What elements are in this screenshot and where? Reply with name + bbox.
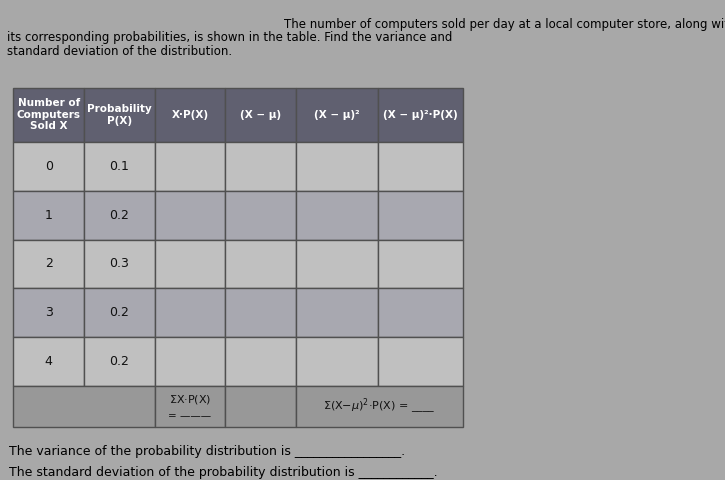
Text: (X − μ): (X − μ) [240,110,281,120]
Bar [296,288,378,337]
Bar [296,337,378,386]
Text: 2: 2 [45,257,53,271]
Text: $\Sigma$X·P(X): $\Sigma$X·P(X) [169,393,211,406]
Text: 0: 0 [45,160,53,173]
Bar [154,191,225,240]
Text: X·P(X): X·P(X) [171,110,209,120]
Bar [225,288,296,337]
Text: Probability
P(X): Probability P(X) [87,104,152,126]
Bar [13,386,154,427]
Bar [13,337,84,386]
Bar [154,288,225,337]
Bar [13,288,84,337]
Bar [13,191,84,240]
Bar [378,142,463,191]
Text: 3: 3 [45,306,53,319]
Text: 4: 4 [45,355,53,368]
Text: = ———: = ——— [168,411,212,421]
Bar [154,240,225,288]
Bar [296,88,378,142]
Text: The variance of the probability distribution is _________________.: The variance of the probability distribu… [9,445,405,458]
Bar [378,191,463,240]
Bar [84,288,154,337]
Bar [13,88,84,142]
Bar [84,191,154,240]
Text: 0.1: 0.1 [109,160,129,173]
Text: Number of
Computers
Sold X: Number of Computers Sold X [17,98,80,132]
Text: $\Sigma$(X$-\mu$)$^2$·P(X) = ____: $\Sigma$(X$-\mu$)$^2$·P(X) = ____ [323,397,436,417]
Text: 0.3: 0.3 [109,257,129,271]
Text: 0.2: 0.2 [109,355,129,368]
Bar [225,386,296,427]
Bar [296,240,378,288]
Text: The number of computers sold per day at a local computer store, along with: The number of computers sold per day at … [269,18,725,31]
Bar [13,142,84,191]
Bar [84,88,154,142]
Bar [225,191,296,240]
Text: 0.2: 0.2 [109,209,129,222]
Bar [154,386,225,427]
Bar [154,88,225,142]
Bar [378,288,463,337]
Bar [225,88,296,142]
Bar [296,386,463,427]
Bar [378,337,463,386]
Text: (X − μ)²: (X − μ)² [314,110,360,120]
Text: its corresponding probabilities, is shown in the table. Find the variance and: its corresponding probabilities, is show… [7,31,453,44]
Bar [154,337,225,386]
Text: standard deviation of the distribution.: standard deviation of the distribution. [7,45,233,58]
Bar [378,88,463,142]
Text: 0.2: 0.2 [109,306,129,319]
Bar [84,240,154,288]
Bar [296,191,378,240]
Bar [225,240,296,288]
Bar [225,337,296,386]
Bar [13,240,84,288]
Bar [378,240,463,288]
Bar [296,142,378,191]
Bar [225,142,296,191]
Text: (X − μ)²·P(X): (X − μ)²·P(X) [383,110,457,120]
Bar [154,142,225,191]
Text: 1: 1 [45,209,53,222]
Bar [84,142,154,191]
Text: The standard deviation of the probability distribution is ____________.: The standard deviation of the probabilit… [9,467,438,480]
Bar [84,337,154,386]
